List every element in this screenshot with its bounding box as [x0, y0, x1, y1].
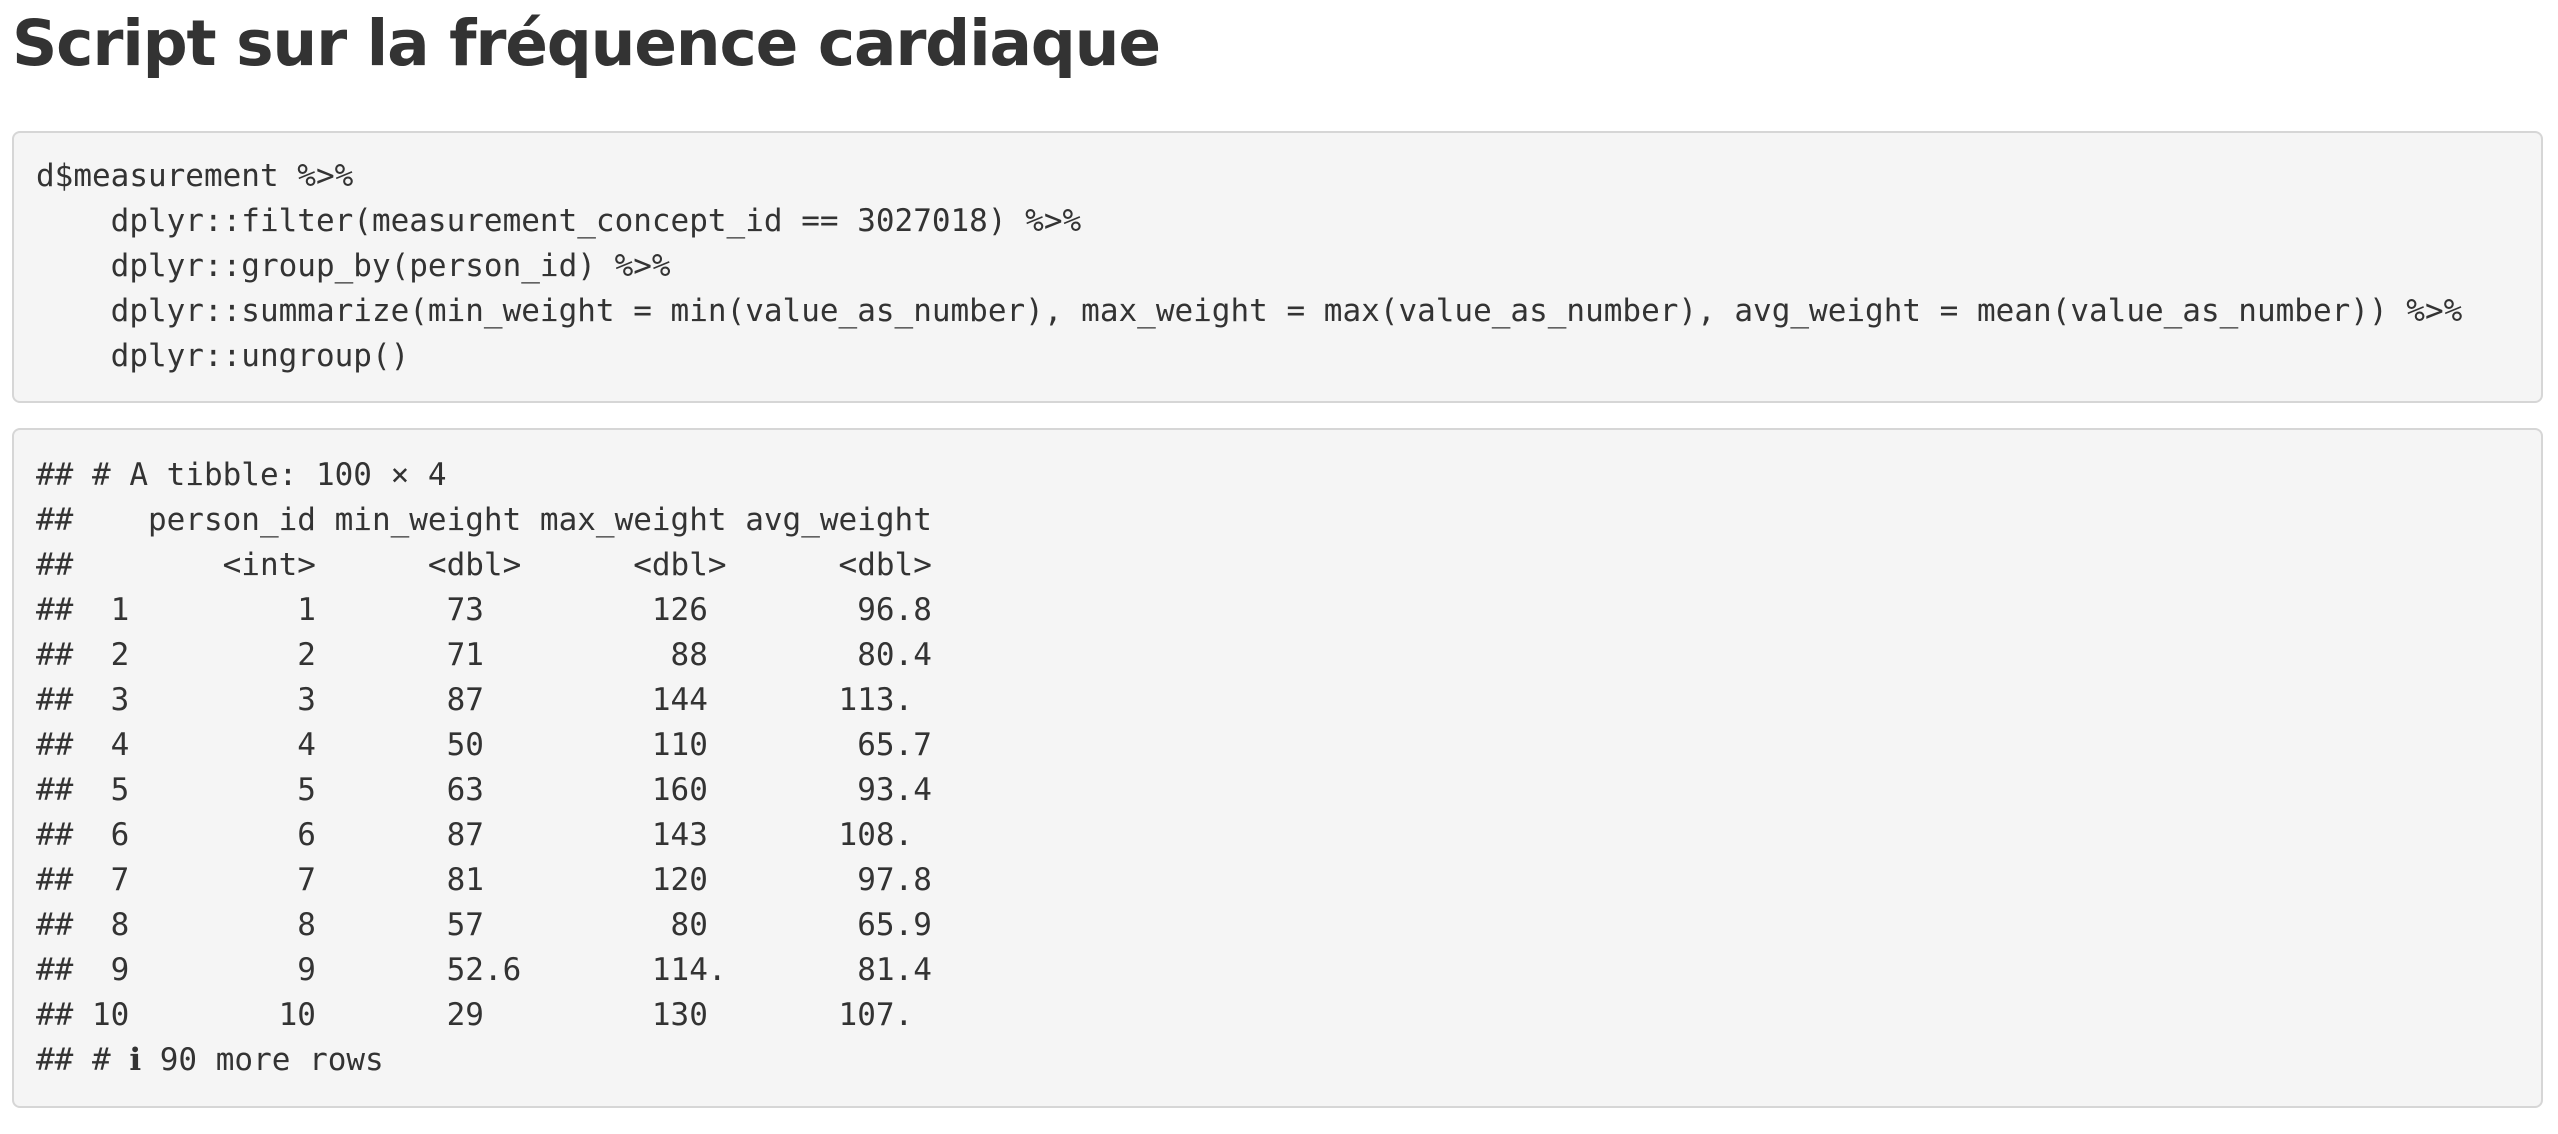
- output-line: ## 6 6 87 143 108.: [36, 817, 914, 853]
- console-output-block[interactable]: ## # A tibble: 100 × 4 ## person_id min_w…: [12, 428, 2543, 1108]
- code-line: dplyr::summarize(min_weight = min(value_…: [36, 293, 2463, 329]
- code-line: dplyr::ungroup(): [36, 338, 410, 374]
- output-line: ## # A tibble: 100 × 4: [36, 457, 447, 493]
- output-line: ## 8 8 57 80 65.9: [36, 907, 932, 943]
- page-title: Script sur la fréquence cardiaque: [12, 7, 1161, 80]
- output-line: ## 4 4 50 110 65.7: [36, 727, 932, 763]
- output-line: ## person_id min_weight max_weight avg_w…: [36, 502, 932, 538]
- output-line: ## 1 1 73 126 96.8: [36, 592, 932, 628]
- output-line: ## 7 7 81 120 97.8: [36, 862, 932, 898]
- output-line: ## 9 9 52.6 114. 81.4: [36, 952, 932, 988]
- output-line: ## # ℹ 90 more rows: [36, 1042, 384, 1078]
- output-line: ## <int> <dbl> <dbl> <dbl>: [36, 547, 932, 583]
- r-source-code-block[interactable]: d$measurement %>% dplyr::filter(measurem…: [12, 131, 2543, 403]
- code-line: dplyr::filter(measurement_concept_id == …: [36, 203, 1082, 239]
- code-line: dplyr::group_by(person_id) %>%: [36, 248, 671, 284]
- output-line: ## 10 10 29 130 107.: [36, 997, 914, 1033]
- output-line: ## 2 2 71 88 80.4: [36, 637, 932, 673]
- code-line: d$measurement %>%: [36, 158, 354, 194]
- output-line: ## 3 3 87 144 113.: [36, 682, 914, 718]
- output-line: ## 5 5 63 160 93.4: [36, 772, 932, 808]
